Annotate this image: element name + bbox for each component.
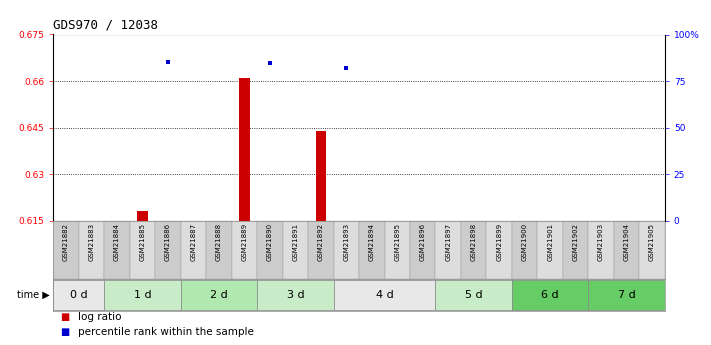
Bar <box>410 221 435 279</box>
Text: GSM21894: GSM21894 <box>369 223 375 260</box>
Bar <box>155 221 181 279</box>
Bar <box>129 221 155 279</box>
Text: GSM21882: GSM21882 <box>63 223 69 260</box>
Bar <box>614 221 639 279</box>
Text: 6 d: 6 d <box>541 290 559 300</box>
Bar <box>232 221 257 279</box>
Bar <box>79 221 105 279</box>
Bar <box>512 280 589 310</box>
Bar <box>105 221 129 279</box>
Text: 7 d: 7 d <box>618 290 636 300</box>
Text: percentile rank within the sample: percentile rank within the sample <box>78 327 254 337</box>
Bar <box>137 211 148 221</box>
Text: GSM21885: GSM21885 <box>139 223 146 260</box>
Text: GSM21883: GSM21883 <box>89 223 95 261</box>
Bar <box>639 221 665 279</box>
Text: 1 d: 1 d <box>134 290 151 300</box>
Text: GDS970 / 12038: GDS970 / 12038 <box>53 19 159 32</box>
Text: GSM21886: GSM21886 <box>165 223 171 261</box>
Point <box>264 61 276 66</box>
Bar <box>257 280 333 310</box>
Text: 4 d: 4 d <box>375 290 393 300</box>
Bar <box>563 221 589 279</box>
Bar <box>589 221 614 279</box>
Bar <box>105 280 181 310</box>
Text: 0 d: 0 d <box>70 290 87 300</box>
Bar <box>589 280 665 310</box>
Text: 5 d: 5 d <box>465 290 483 300</box>
Bar <box>240 78 250 221</box>
Point <box>162 60 173 65</box>
Bar <box>53 221 79 279</box>
Text: 3 d: 3 d <box>287 290 304 300</box>
Bar <box>435 280 512 310</box>
Bar <box>486 221 512 279</box>
Text: GSM21896: GSM21896 <box>419 223 426 261</box>
Text: GSM21891: GSM21891 <box>292 223 299 261</box>
Bar <box>206 221 232 279</box>
Point <box>341 65 352 71</box>
Text: GSM21897: GSM21897 <box>445 223 451 261</box>
Text: GSM21903: GSM21903 <box>598 223 604 261</box>
Text: GSM21900: GSM21900 <box>522 223 528 261</box>
Text: GSM21899: GSM21899 <box>496 223 502 261</box>
Bar <box>53 280 105 310</box>
Text: log ratio: log ratio <box>78 312 122 322</box>
Bar <box>461 221 486 279</box>
Text: GSM21902: GSM21902 <box>572 223 579 260</box>
Text: 2 d: 2 d <box>210 290 228 300</box>
Bar <box>316 131 326 221</box>
Text: GSM21898: GSM21898 <box>471 223 476 261</box>
Text: time ▶: time ▶ <box>17 290 50 300</box>
Bar <box>283 221 308 279</box>
Bar <box>435 221 461 279</box>
Text: ■: ■ <box>60 312 70 322</box>
Text: GSM21889: GSM21889 <box>242 223 247 261</box>
Bar <box>257 221 283 279</box>
Text: GSM21904: GSM21904 <box>624 223 629 260</box>
Text: GSM21905: GSM21905 <box>649 223 655 260</box>
Bar <box>181 280 257 310</box>
Text: GSM21895: GSM21895 <box>395 223 400 260</box>
Bar <box>308 221 333 279</box>
Text: GSM21884: GSM21884 <box>114 223 120 260</box>
Bar <box>385 221 410 279</box>
Bar <box>538 221 563 279</box>
Text: GSM21888: GSM21888 <box>216 223 222 261</box>
Text: GSM21893: GSM21893 <box>343 223 349 261</box>
Bar <box>512 221 538 279</box>
Bar <box>333 221 359 279</box>
Text: ■: ■ <box>60 327 70 337</box>
Text: GSM21887: GSM21887 <box>191 223 196 261</box>
Bar <box>359 221 385 279</box>
Bar <box>181 221 206 279</box>
Bar <box>333 280 435 310</box>
Text: GSM21892: GSM21892 <box>318 223 324 260</box>
Text: GSM21901: GSM21901 <box>547 223 553 261</box>
Text: GSM21890: GSM21890 <box>267 223 273 261</box>
